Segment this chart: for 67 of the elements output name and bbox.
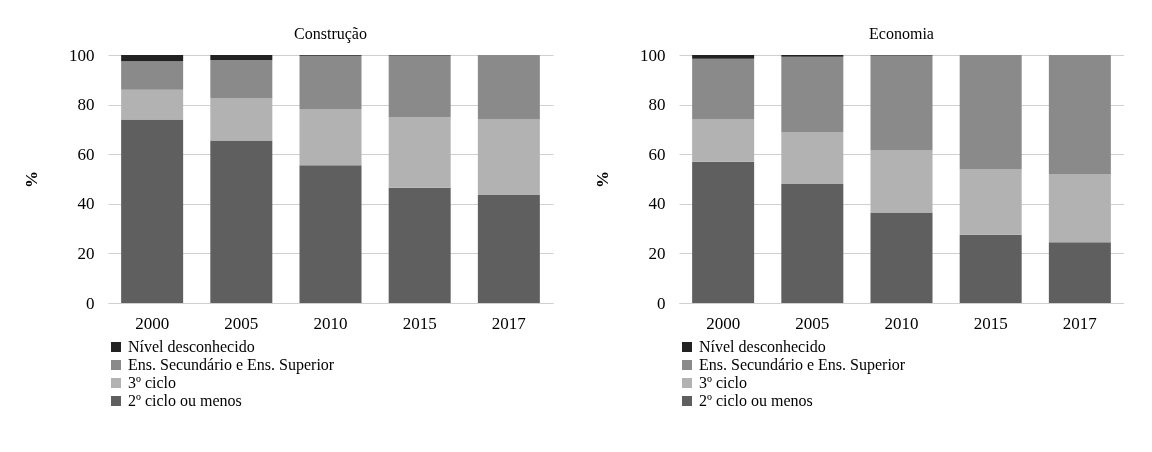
y-tick-label: 100	[69, 45, 95, 65]
x-tick-label: 2005	[224, 313, 259, 333]
bar	[959, 169, 1022, 235]
x-tick-label: 2015	[402, 313, 437, 333]
bar	[210, 59, 273, 99]
bar	[388, 187, 451, 303]
bar	[781, 56, 844, 132]
legend-label: Nível desconhecido	[128, 338, 255, 355]
x-tick-label: 2000	[706, 313, 741, 333]
legend-label: 2º ciclo ou menos	[699, 392, 813, 409]
bar	[692, 161, 755, 303]
bar	[781, 183, 844, 303]
bar	[121, 61, 184, 90]
y-tick-label: 40	[648, 194, 666, 214]
bar	[210, 55, 273, 60]
bar	[1048, 242, 1111, 303]
bar	[781, 131, 844, 184]
bar	[1048, 55, 1111, 175]
bar	[210, 140, 273, 303]
bar	[1048, 174, 1111, 243]
bar	[121, 119, 184, 303]
x-tick-label: 2017	[1062, 313, 1098, 333]
bar	[121, 89, 184, 120]
x-tick-label: 2017	[491, 313, 527, 333]
x-tick-label: 2015	[973, 313, 1008, 333]
legend-label: Ens. Secundário e Ens. Superior	[128, 356, 335, 374]
y-tick-label: 80	[77, 95, 95, 115]
bar	[477, 55, 540, 120]
bar	[299, 55, 362, 110]
bar	[692, 55, 755, 59]
y-tick-label: 60	[77, 144, 95, 164]
chart-title: Construção	[294, 25, 367, 43]
bar	[692, 119, 755, 162]
y-tick-label: 0	[86, 293, 95, 313]
bar	[959, 55, 1022, 170]
bar	[959, 234, 1022, 303]
bar	[299, 109, 362, 166]
legend-label: Ens. Secundário e Ens. Superior	[699, 356, 906, 374]
y-tick-label: 80	[648, 95, 666, 115]
y-tick-label: 60	[648, 144, 666, 164]
bar	[388, 55, 451, 117]
x-tick-label: 2005	[795, 313, 830, 333]
bar	[870, 150, 933, 213]
legend-label: Nível desconhecido	[699, 338, 826, 355]
bar	[477, 119, 540, 196]
bar	[692, 58, 755, 120]
bar	[870, 212, 933, 303]
x-tick-label: 2000	[135, 313, 170, 333]
y-axis-title: %	[22, 171, 41, 188]
bar	[299, 165, 362, 303]
y-tick-label: 20	[77, 243, 95, 263]
x-tick-label: 2010	[313, 313, 348, 333]
legend-label: 3º ciclo	[128, 374, 177, 391]
y-tick-label: 40	[77, 194, 95, 214]
x-tick-label: 2010	[884, 313, 919, 333]
chart-title: Economia	[869, 25, 934, 42]
bar	[477, 195, 540, 303]
bar	[870, 55, 933, 151]
y-tick-label: 100	[640, 45, 666, 65]
y-tick-label: 0	[657, 293, 666, 313]
bar	[388, 117, 451, 188]
y-tick-label: 20	[648, 243, 666, 263]
bar	[210, 98, 273, 141]
legend-label: 2º ciclo ou menos	[128, 392, 242, 409]
y-axis-title: %	[593, 171, 612, 188]
bar	[121, 55, 184, 62]
legend-label: 3º ciclo	[699, 374, 748, 391]
